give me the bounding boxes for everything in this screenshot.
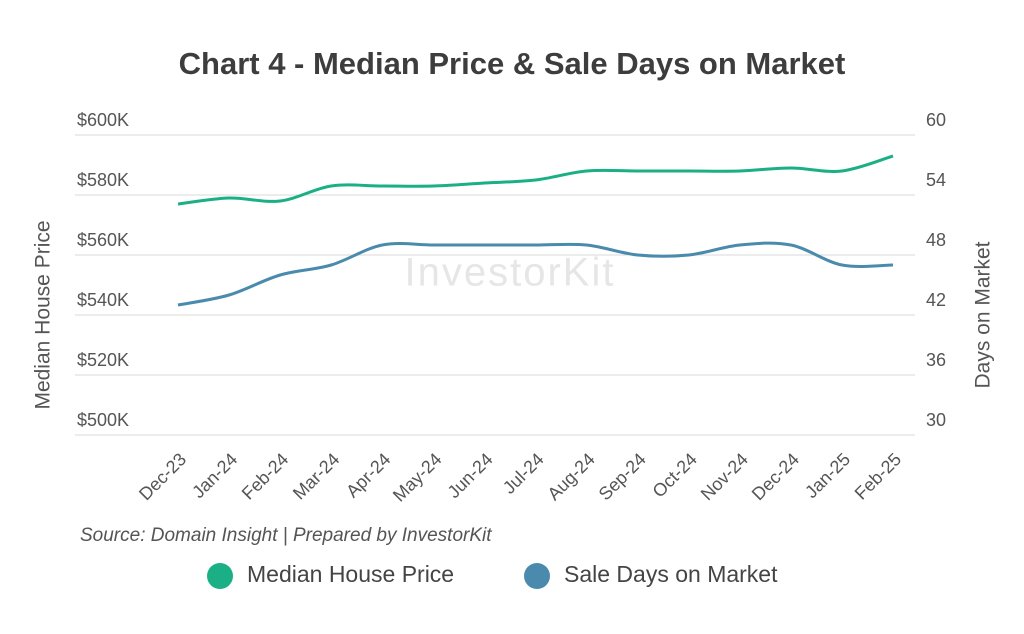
data-line xyxy=(177,241,894,307)
y2-tick-label: 30 xyxy=(926,410,946,430)
x-tick-label: Dec-24 xyxy=(748,449,803,504)
x-tick-label: Aug-24 xyxy=(544,449,599,504)
x-tick-label: Nov-24 xyxy=(697,449,752,504)
x-tick-label: Dec-23 xyxy=(135,449,190,504)
x-tick-label: Feb-24 xyxy=(238,449,292,503)
y-tick-label: $540K xyxy=(77,290,129,310)
y2-tick-label: 48 xyxy=(926,230,946,250)
legend-label: Sale Days on Market xyxy=(564,561,778,587)
y2-tick-label: 60 xyxy=(926,110,946,130)
x-tick-label: Apr-24 xyxy=(342,449,394,501)
y-axis-title: Median House Price xyxy=(32,220,55,409)
y-tick-label: $600K xyxy=(77,110,129,130)
x-tick-label: Oct-24 xyxy=(649,449,701,501)
source-note: Source: Domain Insight | Prepared by Inv… xyxy=(80,525,492,546)
legend-label: Median House Price xyxy=(247,561,454,587)
chart-title: Chart 4 - Median Price & Sale Days on Ma… xyxy=(179,46,846,81)
y-tick-label: $560K xyxy=(77,230,129,250)
x-tick-label: May-24 xyxy=(389,449,446,506)
x-tick-label: Feb-25 xyxy=(851,449,905,503)
watermark: InvestorKit xyxy=(405,251,616,295)
x-tick-label: Jan-25 xyxy=(801,449,854,502)
legend-marker xyxy=(524,563,550,589)
x-tick-label: Sep-24 xyxy=(595,449,650,504)
legend-marker xyxy=(207,563,233,589)
x-tick-label: Mar-24 xyxy=(289,449,343,503)
y-tick-label: $580K xyxy=(77,170,129,190)
y2-tick-label: 36 xyxy=(926,350,946,370)
y2-tick-label: 42 xyxy=(926,290,946,310)
data-line xyxy=(177,154,894,206)
x-tick-label: Jul-24 xyxy=(499,449,548,498)
y-tick-label: $500K xyxy=(77,410,129,430)
x-tick-label: Jan-24 xyxy=(188,449,241,502)
y-tick-label: $520K xyxy=(77,350,129,370)
x-tick-label: Jun-24 xyxy=(444,449,497,502)
y2-axis-title: Days on Market xyxy=(972,241,995,388)
y2-tick-label: 54 xyxy=(926,170,946,190)
